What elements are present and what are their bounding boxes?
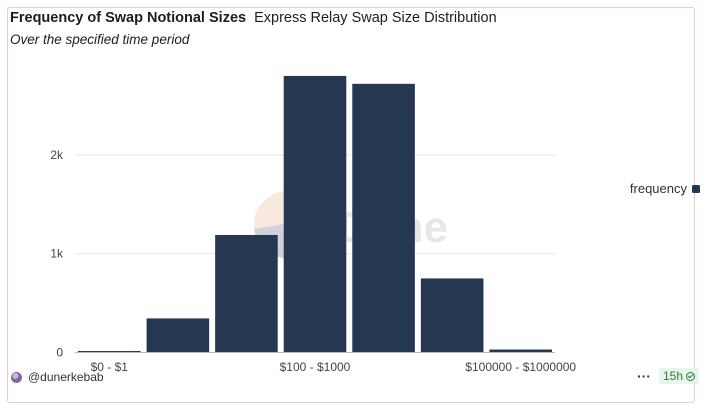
- legend-label: frequency: [629, 181, 687, 196]
- avatar: [11, 371, 22, 383]
- bar[interactable]: [489, 349, 552, 353]
- bar[interactable]: [78, 351, 141, 353]
- bar[interactable]: [283, 75, 347, 353]
- footer-actions: ··· 15h: [637, 368, 699, 384]
- y-tick-label: 2k: [50, 148, 64, 162]
- chart-card: [7, 7, 695, 403]
- refresh-age: 15h: [662, 369, 683, 383]
- x-tick-label: $100 - $1000: [280, 360, 351, 374]
- refresh-status-badge[interactable]: 15h: [658, 368, 699, 384]
- legend-swatch: [692, 184, 700, 193]
- y-axis-ticks: 0 1k 2k: [50, 148, 64, 360]
- bar[interactable]: [420, 278, 484, 353]
- check-circle-icon: [686, 371, 695, 381]
- bar[interactable]: [352, 83, 415, 353]
- author-name: @dunerkebab: [28, 370, 104, 384]
- chart-header: Frequency of Swap Notional Sizes Express …: [10, 9, 497, 27]
- y-tick-label: 1k: [50, 247, 64, 261]
- bars: [78, 75, 552, 353]
- bar[interactable]: [146, 318, 210, 353]
- bar[interactable]: [215, 234, 278, 353]
- chart-title: Frequency of Swap Notional Sizes: [10, 10, 247, 26]
- chart-description: Over the specified time period: [10, 32, 190, 47]
- x-axis-ticks: $0 - $1 $100 - $1000 $100000 - $1000000: [91, 360, 577, 374]
- y-tick-label: 0: [56, 346, 63, 360]
- more-dots-icon[interactable]: ···: [636, 368, 651, 384]
- author-link[interactable]: @dunerkebab: [11, 370, 104, 384]
- chart-subtitle: Express Relay Swap Size Distribution: [254, 10, 497, 26]
- x-tick-label: $100000 - $1000000: [465, 360, 576, 374]
- chart-legend[interactable]: frequency: [630, 181, 700, 196]
- x-tick-label: $0 - $1: [91, 360, 129, 374]
- dune-watermark: Dune: [254, 191, 448, 259]
